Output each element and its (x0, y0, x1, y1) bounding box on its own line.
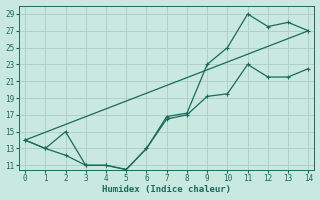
X-axis label: Humidex (Indice chaleur): Humidex (Indice chaleur) (102, 185, 231, 194)
